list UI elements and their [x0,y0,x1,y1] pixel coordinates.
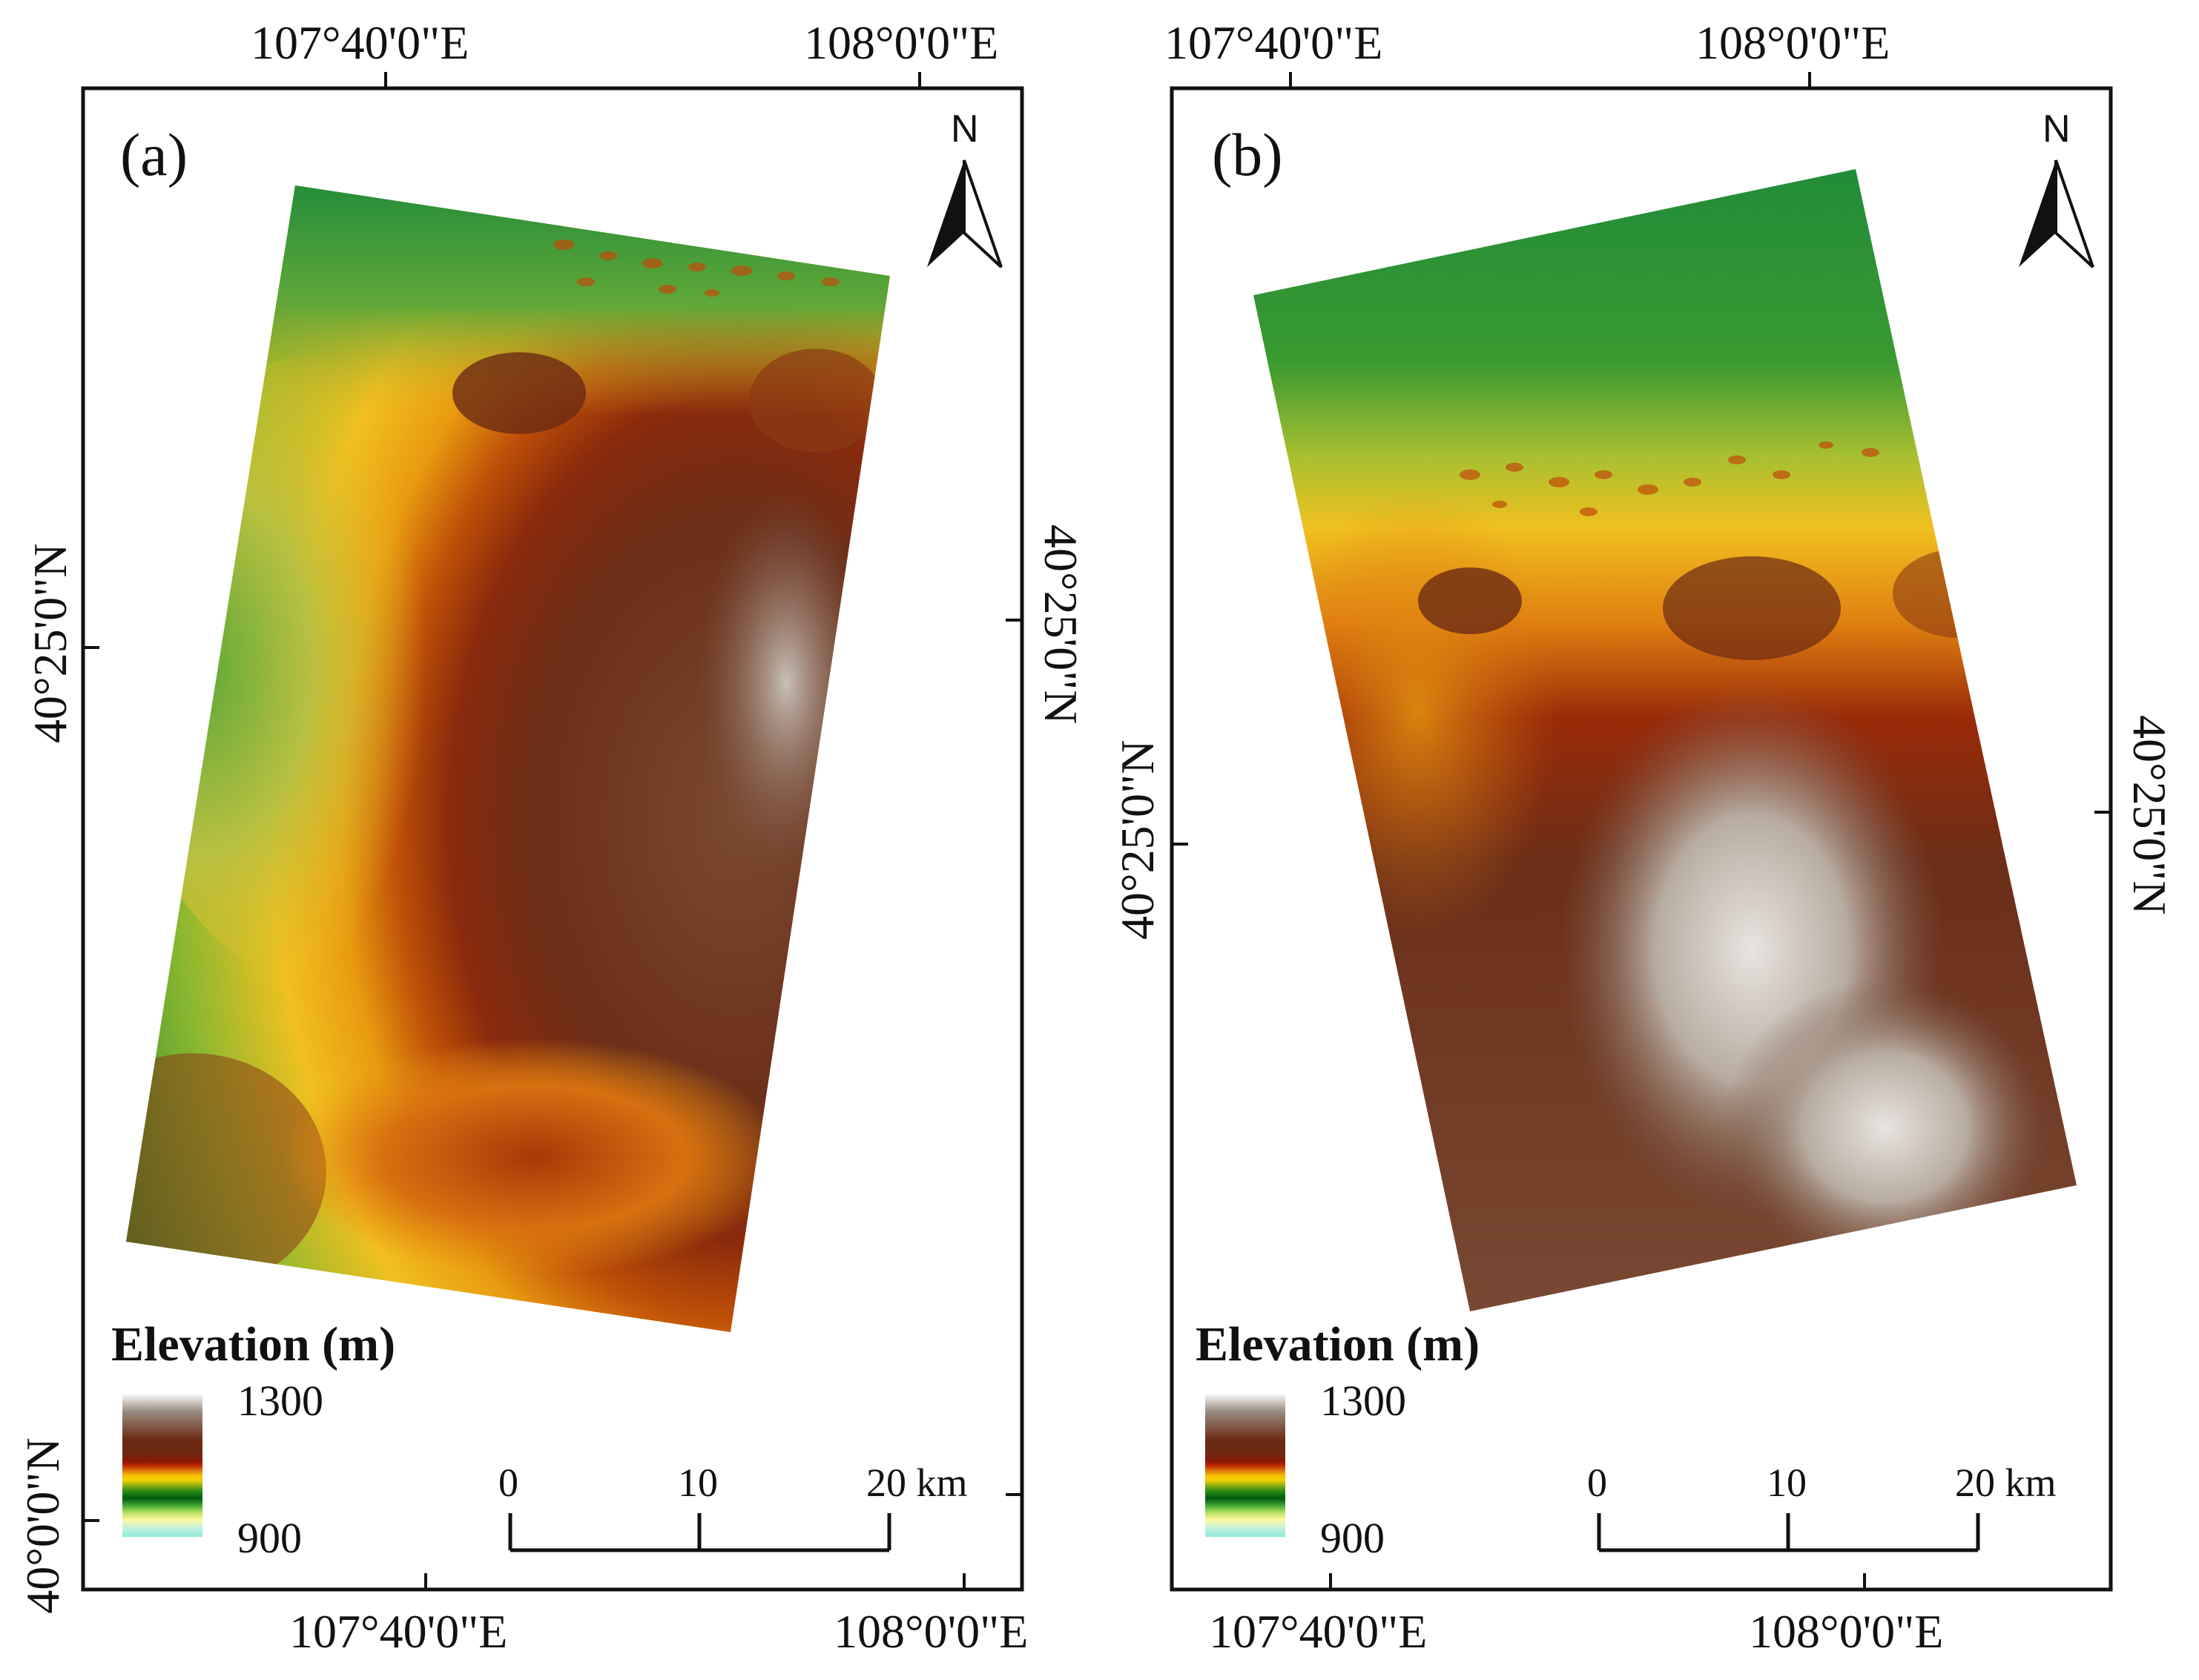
bottom-tick-label: 107°40'0"E [1209,1605,1428,1658]
top-tick-label: 108°0'0"E [804,16,999,69]
legend-max-label: 1300 [1320,1377,1406,1425]
legend-title: Elevation (m) [111,1317,396,1371]
north-letter: N [2043,108,2071,151]
panel-label: (b) [1212,121,1283,188]
top-tick-label: 107°40'0"E [251,16,469,69]
bottom-tick-label: 108°0'0"E [1749,1605,1944,1658]
scale-bar-tick-label: 0 [498,1460,518,1505]
map-frame [1170,86,2113,1592]
top-tick-label: 107°40'0"E [1164,16,1383,69]
graticule-ticks-a [83,72,1022,1590]
legend-min-label: 900 [1320,1514,1385,1562]
panel-label: (a) [120,121,188,188]
bottom-tick-label: 108°0'0"E [834,1605,1029,1658]
legend-title: Elevation (m) [1196,1317,1480,1371]
legend-max-label: 1300 [237,1377,323,1425]
map-canvas-a [81,72,1024,1592]
bottom-tick-label: 107°40'0"E [289,1605,508,1658]
elevation-colorbar [122,1394,202,1537]
scale-bar-tick-label: 10 [1767,1460,1807,1505]
map-panel-b: 107°40'0"E 108°0'0"E 107°40'0"E 108°0'0"… [1099,0,2198,1680]
left-tick-label: 40°25'0"N [24,543,76,743]
scale-bar-tick-label: 0 [1587,1460,1607,1505]
elevation-raster-b [1253,169,2077,1311]
right-tick-label: 40°25'0"N [1035,524,1087,725]
scale-bar-tick-label: 20 km [866,1460,968,1505]
elevation-raster-a [126,185,890,1332]
map-canvas-b [1170,72,2113,1592]
left-tick-label: 40°0'0"N [16,1437,69,1614]
top-tick-label: 108°0'0"E [1695,16,1890,69]
legend-min-label: 900 [237,1514,302,1562]
north-letter: N [951,108,979,151]
map-panel-a: 107°40'0"E 108°0'0"E 107°40'0"E 108°0'0"… [0,0,1099,1680]
left-tick-label: 40°25'0"N [1111,739,1164,940]
scale-bar-tick-label: 20 km [1955,1460,2057,1505]
scale-bar-b [1597,1513,1980,1552]
map-frame [81,86,1024,1592]
elevation-colorbar [1205,1394,1285,1537]
scale-bar-tick-label: 10 [678,1460,718,1505]
right-tick-label: 40°25'0"N [2123,715,2176,915]
north-arrow-icon [927,159,1003,269]
north-arrow-icon [2019,159,2094,269]
scale-bar-a [508,1513,891,1552]
graticule-ticks-b [1172,72,2111,1590]
